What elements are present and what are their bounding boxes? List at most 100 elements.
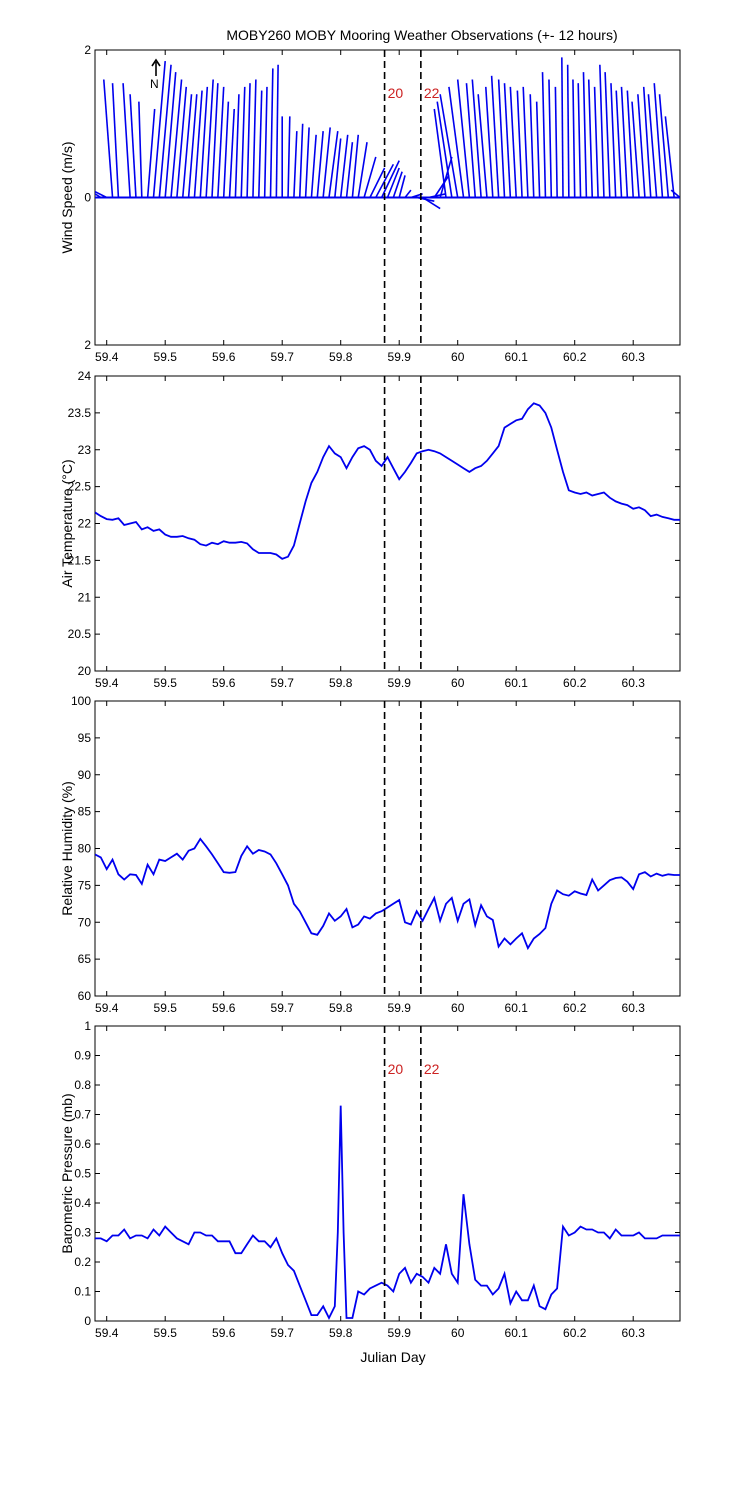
wind-vector <box>176 86 188 198</box>
x-tick-label: 59.5 <box>154 1326 178 1340</box>
y-tick-label: 0.9 <box>74 1049 91 1063</box>
plot-data <box>95 57 680 210</box>
y-tick-label: 0.3 <box>74 1226 91 1240</box>
wind-vector <box>263 86 268 198</box>
wind-vector <box>246 83 251 198</box>
wind-vector <box>363 156 377 198</box>
wind-vector <box>582 72 588 198</box>
x-tick-label: 59.4 <box>95 350 119 364</box>
wind-vector <box>433 174 450 198</box>
wind-vector <box>637 94 646 198</box>
wind-vector <box>631 101 640 198</box>
x-tick-label: 60.3 <box>622 350 646 364</box>
wind-vector <box>95 192 102 199</box>
x-tick-label: 60.2 <box>563 350 587 364</box>
y-tick-label: 95 <box>78 731 92 745</box>
wind-vector <box>357 142 368 198</box>
x-tick-label: 60.1 <box>505 1326 529 1340</box>
wind-vector <box>439 94 459 198</box>
x-tick-label: 59.8 <box>329 350 353 364</box>
y-tick-label: 0.7 <box>74 1108 91 1122</box>
y-tick-label: 85 <box>78 805 92 819</box>
x-tick-label: 59.7 <box>271 350 295 364</box>
wind-vector <box>187 94 198 198</box>
wind-vector <box>111 83 120 198</box>
wind-vector <box>561 57 564 198</box>
wind-vector <box>275 64 279 198</box>
wind-vector <box>484 86 494 198</box>
y-axis-label: Air Temperature (°C) <box>59 459 75 587</box>
x-tick-label: 59.8 <box>329 676 353 690</box>
wind-vector <box>158 64 172 198</box>
wind-vector <box>471 79 482 198</box>
wind-vector <box>380 160 400 198</box>
x-tick-label: 60 <box>451 350 465 364</box>
wind-vector <box>428 193 447 199</box>
wind-vector <box>587 79 594 198</box>
wind-vector <box>205 79 214 198</box>
x-tick-label: 59.6 <box>212 350 236 364</box>
wind-vector <box>448 86 465 198</box>
wind-vector <box>577 83 582 198</box>
data-line <box>95 1105 680 1321</box>
data-line <box>95 837 680 951</box>
wind-vector <box>138 101 143 198</box>
wind-vector <box>258 90 263 198</box>
y-tick-label: 0 <box>84 1314 91 1328</box>
x-tick-label: 60 <box>451 1326 465 1340</box>
wind-vector <box>217 86 225 198</box>
x-tick-label: 59.6 <box>212 1326 236 1340</box>
wind-vector <box>615 90 623 198</box>
plot-data <box>95 402 680 560</box>
y-tick-label: 0.8 <box>74 1078 91 1092</box>
wind-vector <box>522 86 529 198</box>
wind-vector <box>516 90 523 198</box>
x-tick-label: 60.2 <box>563 1001 587 1015</box>
wind-vector <box>228 108 236 198</box>
x-tick-label: 59.9 <box>388 1001 412 1015</box>
y-tick-label: 22 <box>78 517 92 531</box>
wind-vector <box>604 72 611 198</box>
wind-vector <box>541 72 547 198</box>
y-tick-label: 90 <box>78 768 92 782</box>
wind-vector <box>375 163 395 198</box>
wind-vector <box>664 116 675 198</box>
wind-vector <box>234 94 240 198</box>
x-tick-label: 59.5 <box>154 1001 178 1015</box>
x-tick-label: 59.7 <box>271 1326 295 1340</box>
x-tick-label: 59.4 <box>95 1001 119 1015</box>
wind-vector <box>497 79 506 198</box>
y-tick-label: 80 <box>78 842 92 856</box>
y-tick-label: 2 <box>84 43 91 57</box>
wind-vector <box>398 175 406 198</box>
wind-vector <box>122 83 131 198</box>
x-tick-label: 59.4 <box>95 676 119 690</box>
y-tick-label: 23.5 <box>68 406 92 420</box>
wind-vector <box>287 116 291 198</box>
marker-label: 20 <box>388 1061 404 1077</box>
wind-vector <box>386 167 400 198</box>
wind-vector <box>298 123 304 198</box>
y-tick-label: 0.4 <box>74 1196 91 1210</box>
north-arrow-label: N <box>150 77 159 91</box>
wind-vector <box>164 72 177 198</box>
wind-vector <box>170 79 183 198</box>
wind-vector <box>439 156 453 198</box>
wind-vector <box>152 60 166 198</box>
wind-vector <box>181 94 193 198</box>
wind-vector <box>535 101 541 198</box>
wind-vector <box>566 64 570 198</box>
wind-vector <box>369 167 386 198</box>
wind-vector <box>252 79 257 198</box>
y-tick-label: 2 <box>84 338 91 352</box>
plot-data <box>95 837 680 951</box>
wind-vector <box>240 86 246 198</box>
chart-panel-2: 20 20.5 21 21.5 22 22.5 23 23.5 24 59.4 59.5 59.6 59… <box>59 369 681 690</box>
y-tick-label: 24 <box>78 369 92 383</box>
wind-vector <box>193 90 203 198</box>
marker-label: 22 <box>424 1061 440 1077</box>
wind-vector <box>316 131 324 198</box>
x-tick-label: 60 <box>451 1001 465 1015</box>
marker-label: 20 <box>388 85 404 101</box>
